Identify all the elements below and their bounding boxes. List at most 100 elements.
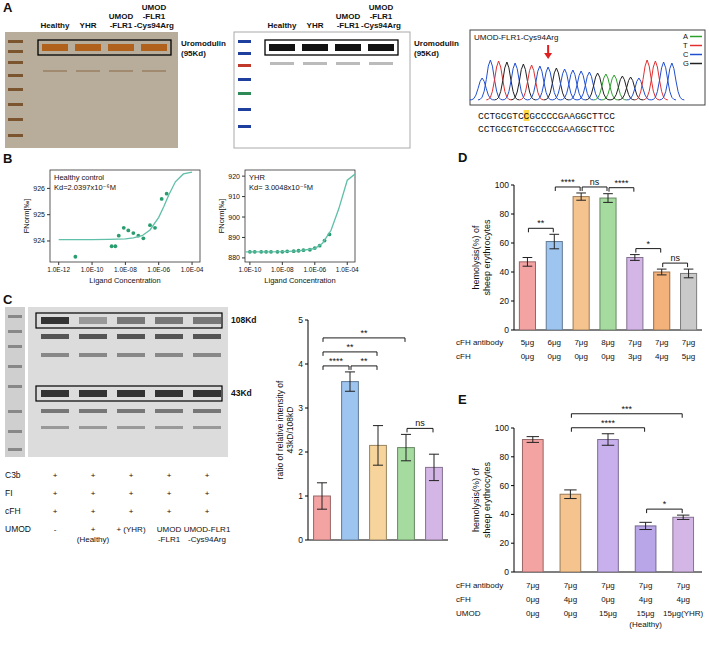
x-tick-label: 1.0E-04: [181, 266, 204, 273]
text-line: Uromodulin: [414, 39, 459, 48]
error-bar: [639, 522, 651, 529]
error-bar: [576, 193, 586, 200]
bar: [598, 440, 619, 572]
cell: 6μg: [548, 338, 562, 347]
legend-swatch: [690, 45, 702, 47]
significance-bracket: [571, 428, 644, 432]
y-tick-label: 20: [500, 538, 510, 548]
significance-label: **: [537, 218, 545, 228]
error-bar: [429, 454, 439, 480]
x-tick: [314, 262, 315, 265]
y-tick: [305, 320, 308, 321]
cell: 7μg: [564, 581, 578, 590]
cell: + (YHR): [116, 525, 145, 534]
trace-peak: [486, 61, 511, 100]
x-tick-label: 1.0E-08: [114, 266, 137, 273]
cell: +: [129, 507, 134, 516]
x-tick: [282, 262, 283, 265]
y-tick: [511, 301, 514, 302]
point: [110, 244, 114, 248]
row-label: cFH: [456, 352, 471, 361]
data-group: [522, 434, 693, 572]
band-label: Uromodulin(95Kd): [414, 39, 459, 58]
point: [165, 192, 169, 196]
y-axis-title: FNorm[‰]: [217, 199, 226, 234]
gel: [28, 307, 228, 457]
text-line: +: [53, 489, 58, 498]
text-line: 7μg: [655, 338, 669, 347]
cell: +: [205, 489, 210, 498]
ladder-band: [8, 410, 22, 413]
text-line: (95Kd): [414, 49, 439, 58]
y-tick-label: 80: [500, 209, 510, 219]
ladder-band: [8, 330, 22, 333]
y-tick: [511, 485, 514, 486]
band: [79, 334, 107, 339]
y-tick: [511, 456, 514, 457]
error-bar: [602, 434, 614, 446]
point: [122, 226, 126, 230]
annotation: YHR: [249, 173, 265, 182]
point: [141, 236, 145, 240]
text-line: 0μg: [521, 352, 535, 361]
x-tick: [249, 262, 250, 265]
trace-peak: [528, 66, 553, 100]
faint-band: [270, 62, 294, 65]
text-line: +: [205, 471, 210, 480]
x-tick: [92, 262, 93, 265]
text-line: +: [91, 489, 96, 498]
trace-peak: [503, 63, 528, 100]
trace-peak: [511, 64, 536, 100]
cell: +: [205, 471, 210, 480]
y-tick: [47, 214, 50, 215]
cell: 5μg: [521, 338, 535, 347]
significance-label: **: [346, 342, 354, 352]
y-tick-label: 20: [500, 296, 510, 306]
legend-label: G: [683, 59, 689, 68]
y-tick-label: 60: [500, 238, 510, 248]
x-tick: [125, 262, 126, 265]
y-axis: [514, 185, 515, 330]
text-line: sheep erythrocytes: [482, 461, 492, 538]
lane-label: Healthy: [268, 21, 297, 30]
ladder-band: [238, 125, 251, 128]
panel-letter: E: [458, 392, 467, 407]
band: [155, 317, 183, 324]
text-line: sheep erythrocytes: [482, 219, 492, 296]
text-line: 5μg: [682, 352, 696, 361]
text-line: 7μg: [574, 338, 588, 347]
row-label: C3b: [5, 470, 21, 480]
y-axis-title: FNorm[‰]: [22, 199, 31, 234]
faint-band: [109, 70, 133, 72]
band: [79, 426, 107, 429]
row-label: cFH antibody: [456, 338, 503, 347]
significance-label: ****: [614, 178, 629, 188]
text-line: +: [167, 507, 172, 516]
text-line: -Cys94Arg: [134, 21, 174, 30]
ladder-band: [8, 61, 23, 64]
ladder-band: [8, 40, 23, 43]
significance-bracket: [323, 338, 405, 342]
text-line: (Healthy): [629, 620, 662, 629]
significance-label: *: [663, 499, 667, 509]
row-label: UMOD: [5, 524, 31, 534]
cell: 7μg: [655, 338, 669, 347]
y-tick: [305, 496, 308, 497]
text-line: Healthy: [268, 21, 297, 30]
cell: +: [129, 489, 134, 498]
text-line: +: [129, 507, 134, 516]
y-tick-label: 5: [298, 315, 303, 325]
bar: [654, 272, 670, 330]
text-line: +: [167, 471, 172, 480]
bar: [635, 526, 656, 572]
panel-letter: B: [3, 151, 12, 166]
text-line: 7μg: [601, 581, 615, 590]
band: [42, 44, 68, 51]
annotation: Healthy control: [54, 173, 104, 182]
x-tick-label: 1.0E-06: [147, 266, 170, 273]
row-label: UMOD: [456, 609, 481, 618]
point: [148, 223, 152, 227]
text-line: +: [53, 471, 58, 480]
trace-peak: [536, 67, 561, 100]
cell: 0μg: [564, 609, 578, 618]
